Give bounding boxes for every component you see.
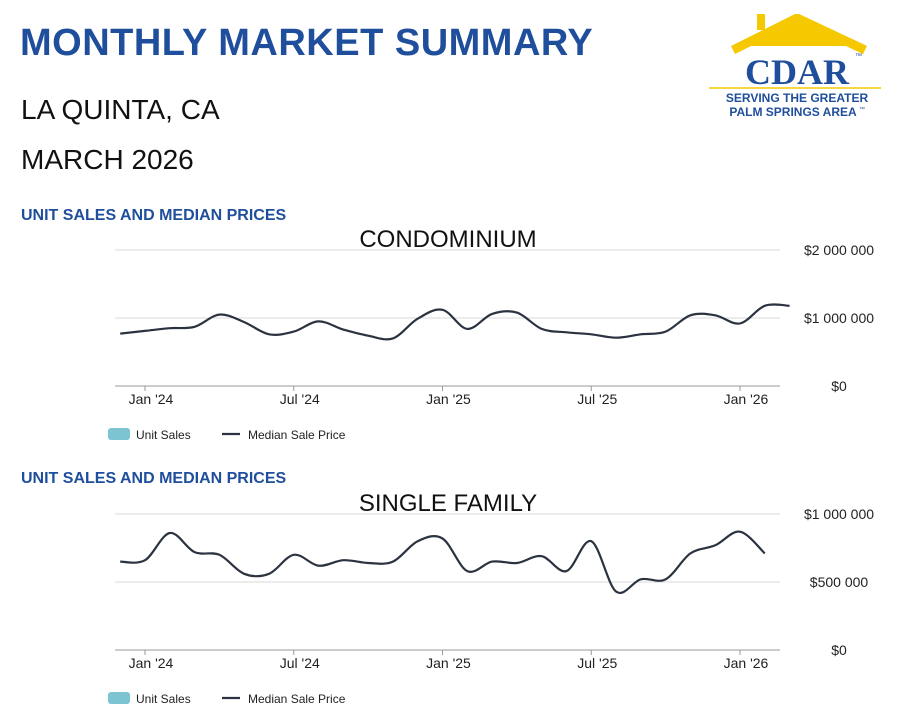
x-tick-label: Jan '26 xyxy=(724,391,769,407)
series-line-median-sale-price xyxy=(120,303,790,341)
x-tick-label: Jul '25 xyxy=(577,391,617,407)
legend-swatch-unit-sales xyxy=(108,428,130,440)
logo-name: CDAR xyxy=(745,52,850,92)
x-tick-label: Jan '24 xyxy=(129,655,174,671)
x-tick-label: Jan '26 xyxy=(724,655,769,671)
y-tick-label: $500 000 xyxy=(810,574,869,590)
chart-title: SINGLE FAMILY xyxy=(359,490,537,517)
legend-label-unit-sales: Unit Sales xyxy=(136,428,191,442)
logo-tagline-1: SERVING THE GREATER xyxy=(726,91,869,105)
x-tick-label: Jan '24 xyxy=(129,391,174,407)
y-tick-label: $2 000 000 xyxy=(804,242,874,258)
legend-label-median-sale-price: Median Sale Price xyxy=(248,428,346,442)
x-tick-label: Jul '24 xyxy=(280,655,320,671)
x-tick-label: Jan '25 xyxy=(426,655,471,671)
cdar-logo: CDAR ™ SERVING THE GREATER PALM SPRINGS … xyxy=(709,14,881,119)
section-label-condo: UNIT SALES AND MEDIAN PRICES xyxy=(21,207,287,224)
house-roof-icon xyxy=(730,14,867,55)
y-tick-label: $0 xyxy=(831,378,847,394)
x-tick-label: Jan '25 xyxy=(426,391,471,407)
condominium-chart: CONDOMINIUM $2 000 000 $1 000 000 $0 Jan '24… xyxy=(108,226,874,442)
page-title: MONTHLY MARKET SUMMARY xyxy=(20,22,594,64)
logo-tm-2: ™ xyxy=(859,106,865,113)
y-tick-label: $1 000 000 xyxy=(804,506,874,522)
single-family-chart: SINGLE FAMILY $1 000 000 $500 000 $0 Jan '24… xyxy=(108,490,874,706)
period-label: MARCH 2026 xyxy=(21,144,194,175)
chart-title: CONDOMINIUM xyxy=(359,226,536,253)
legend-label-median-sale-price: Median Sale Price xyxy=(248,692,346,706)
series-line-median-sale-price xyxy=(120,530,766,594)
legend-swatch-unit-sales xyxy=(108,692,130,704)
x-tick-label: Jul '24 xyxy=(280,391,320,407)
x-tick-label: Jul '25 xyxy=(577,655,617,671)
y-tick-label: $0 xyxy=(831,642,847,658)
section-label-single-family: UNIT SALES AND MEDIAN PRICES xyxy=(21,470,287,487)
logo-tm: ™ xyxy=(855,53,862,60)
city-label: LA QUINTA, CA xyxy=(21,94,220,125)
legend-label-unit-sales: Unit Sales xyxy=(136,692,191,706)
y-tick-label: $1 000 000 xyxy=(804,310,874,326)
logo-tagline-2: PALM SPRINGS AREA xyxy=(729,105,857,119)
